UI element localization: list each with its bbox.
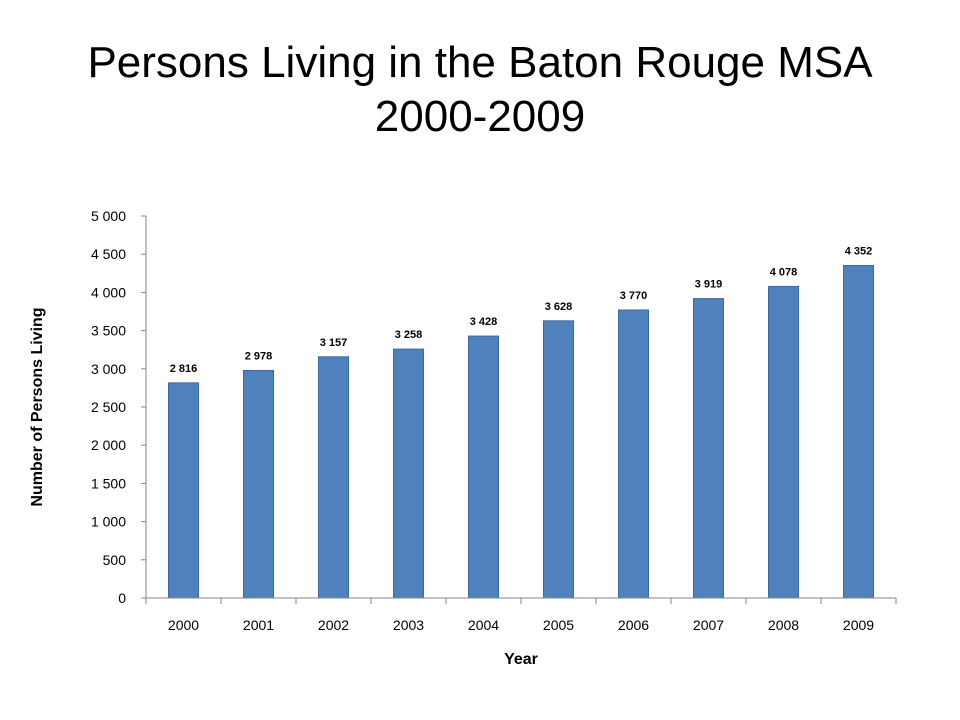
bar [843, 265, 874, 599]
title-line-2: 2000-2009 [374, 92, 586, 141]
y-tick-label: 500 [103, 552, 127, 568]
x-tick-label: 2008 [768, 617, 799, 633]
bar [468, 335, 499, 599]
x-tick-label: 2001 [243, 617, 274, 633]
data-label: 4 078 [770, 266, 798, 278]
x-tick-label: 2004 [468, 617, 499, 633]
x-tick-label: 2005 [543, 617, 574, 633]
y-tick-label: 2 500 [91, 399, 126, 415]
x-axis-ticks: 2000 2001 2002 2003 2004 2005 2006 2007 2008 2009 [145, 598, 897, 633]
x-tick-label: 2003 [393, 617, 424, 633]
bar [768, 285, 799, 599]
data-label: 3 157 [320, 337, 348, 349]
y-tick-label: 5 000 [91, 208, 126, 224]
bar [243, 369, 274, 599]
x-tick-label: 2007 [693, 617, 724, 633]
y-tick-label: 3 000 [91, 361, 126, 377]
data-label: 2 978 [245, 350, 273, 362]
x-tick-label: 2009 [843, 617, 874, 633]
x-tick-label: 2002 [318, 617, 349, 633]
y-tick-label: 1 500 [91, 475, 126, 491]
slide-title: Persons Living in the Baton Rouge MSA 20… [0, 36, 960, 144]
y-tick-label: 3 500 [91, 323, 126, 339]
y-tick-label: 1 000 [91, 514, 126, 530]
y-axis-label: Number of Persons Living [29, 307, 46, 506]
bar [543, 320, 574, 599]
bar [393, 348, 424, 599]
x-tick-label: 2006 [618, 617, 649, 633]
y-tick-label: 4 000 [91, 284, 126, 300]
data-label: 3 628 [545, 301, 573, 313]
bar [693, 298, 724, 599]
data-label: 3 919 [695, 279, 723, 291]
bars [168, 265, 874, 599]
x-tick-label: 2000 [168, 617, 199, 633]
bar [618, 309, 649, 599]
data-label: 4 352 [845, 246, 873, 258]
data-label: 3 770 [620, 290, 648, 302]
data-label: 3 258 [395, 329, 423, 341]
title-line-1: Persons Living in the Baton Rouge MSA [87, 38, 873, 87]
data-labels: 2 816 2 978 3 157 3 258 3 428 3 628 3 770 3 919… [170, 246, 873, 375]
y-axis-ticks: 0 500 1 000 1 500 2 000 2 500 3 000 3 500 4 000 4… [91, 208, 146, 606]
bar [168, 382, 199, 599]
data-label: 2 816 [170, 363, 198, 375]
bar [318, 356, 349, 599]
y-tick-label: 4 500 [91, 246, 126, 262]
y-tick-label: 0 [118, 590, 126, 606]
y-tick-label: 2 000 [91, 437, 126, 453]
data-label: 3 428 [470, 316, 498, 328]
x-axis-label: Year [504, 651, 538, 668]
